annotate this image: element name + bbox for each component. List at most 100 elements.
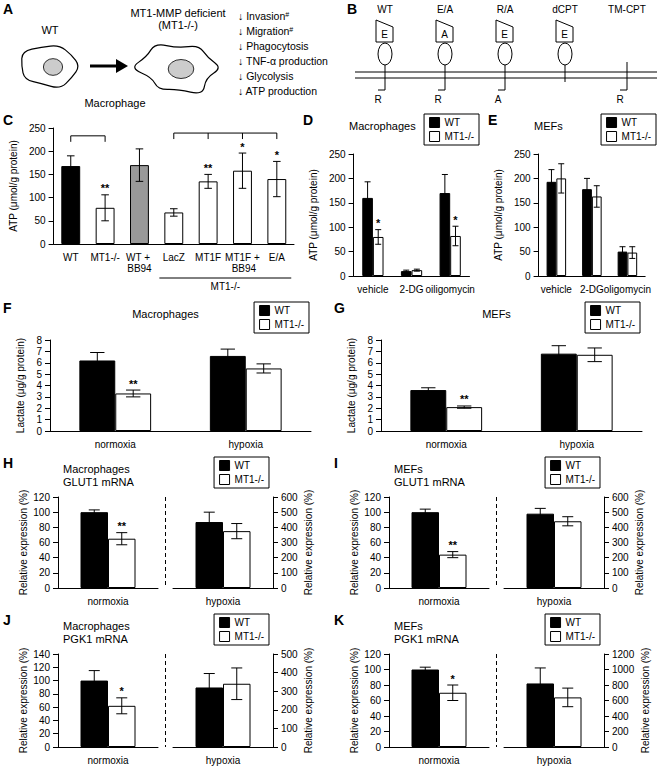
svg-text:Relative expression (%): Relative expression (%)	[303, 648, 314, 754]
svg-text:BB94: BB94	[127, 263, 152, 274]
svg-text:**: **	[129, 378, 138, 390]
svg-text:5: 5	[367, 369, 373, 380]
svg-text:WT: WT	[606, 305, 622, 316]
svg-text:40: 40	[370, 552, 382, 563]
svg-text:250: 250	[514, 149, 531, 160]
svg-text:↓ Phagocytosis: ↓ Phagocytosis	[238, 40, 309, 52]
svg-text:60: 60	[39, 702, 51, 713]
svg-text:0: 0	[375, 742, 381, 753]
svg-text:2: 2	[36, 403, 42, 414]
svg-text:8: 8	[367, 335, 373, 346]
svg-text:↓ TNF-α production: ↓ TNF-α production	[238, 55, 328, 67]
svg-text:200: 200	[329, 173, 346, 184]
svg-text:300: 300	[281, 537, 298, 548]
svg-text:100: 100	[364, 507, 381, 518]
svg-text:400: 400	[612, 522, 629, 533]
svg-text:200: 200	[514, 173, 531, 184]
svg-text:hypoxia: hypoxia	[206, 755, 241, 766]
svg-text:R: R	[434, 94, 441, 105]
svg-text:MT1F: MT1F	[195, 252, 221, 263]
svg-text:Macrophages: Macrophages	[63, 620, 130, 632]
svg-text:MEFs: MEFs	[534, 120, 563, 132]
svg-text:4: 4	[367, 380, 373, 391]
svg-text:R: R	[616, 94, 623, 105]
svg-text:0: 0	[375, 583, 381, 594]
svg-text:E: E	[381, 29, 388, 40]
svg-text:WT: WT	[377, 4, 393, 15]
svg-text:hypoxia: hypoxia	[560, 439, 595, 450]
svg-text:MT1-/-: MT1-/-	[606, 319, 635, 330]
svg-text:100: 100	[514, 222, 531, 233]
svg-text:*: *	[275, 149, 280, 161]
svg-text:300: 300	[281, 686, 298, 697]
svg-text:0: 0	[40, 239, 46, 250]
svg-text:100: 100	[329, 222, 346, 233]
svg-text:R: R	[374, 94, 381, 105]
svg-text:LacZ: LacZ	[163, 252, 185, 263]
svg-text:100: 100	[281, 723, 298, 734]
svg-text:80: 80	[39, 522, 51, 533]
svg-text:1200: 1200	[612, 649, 635, 660]
svg-text:3: 3	[367, 391, 373, 402]
svg-text:↓ Glycolysis: ↓ Glycolysis	[238, 70, 293, 82]
svg-text:**: **	[117, 520, 126, 532]
svg-text:6: 6	[367, 357, 373, 368]
svg-text:*: *	[376, 217, 381, 229]
svg-text:vehicle: vehicle	[541, 284, 573, 295]
svg-text:PGK1 mRNA: PGK1 mRNA	[63, 633, 128, 645]
svg-text:0: 0	[281, 583, 287, 594]
svg-text:*: *	[453, 214, 458, 226]
svg-text:ATP (μmol/g protein): ATP (μmol/g protein)	[308, 169, 319, 261]
svg-text:MT1-/-: MT1-/-	[566, 474, 595, 485]
svg-text:120: 120	[364, 492, 381, 503]
svg-text:400: 400	[281, 667, 298, 678]
svg-text:normoxia: normoxia	[87, 755, 129, 766]
svg-text:E: E	[561, 29, 568, 40]
svg-text:1000: 1000	[612, 664, 635, 675]
svg-text:2-DG: 2-DG	[400, 284, 424, 295]
svg-text:50: 50	[519, 246, 531, 257]
svg-text:6: 6	[36, 357, 42, 368]
svg-text:*: *	[240, 141, 245, 153]
svg-text:40: 40	[39, 552, 51, 563]
svg-text:0: 0	[612, 583, 618, 594]
svg-text:E: E	[501, 29, 508, 40]
svg-text:200: 200	[29, 146, 46, 157]
svg-text:MT1-MMP deficient: MT1-MMP deficient	[130, 7, 225, 19]
svg-text:200: 200	[612, 726, 629, 737]
svg-text:MT1-/-: MT1-/-	[275, 319, 304, 330]
svg-text:oligomycin: oligomycin	[604, 284, 651, 295]
svg-text:**: **	[101, 182, 110, 194]
svg-text:WT: WT	[235, 617, 251, 628]
svg-text:150: 150	[514, 197, 531, 208]
svg-text:normoxia: normoxia	[95, 439, 137, 450]
svg-text:400: 400	[612, 711, 629, 722]
svg-text:120: 120	[33, 662, 50, 673]
svg-text:Relative expression (%): Relative expression (%)	[18, 490, 29, 596]
svg-text:GLUT1 mRNA: GLUT1 mRNA	[63, 476, 135, 488]
svg-text:0: 0	[612, 742, 618, 753]
svg-text:**: **	[448, 539, 457, 551]
svg-text:800: 800	[612, 680, 629, 691]
svg-text:0: 0	[340, 271, 346, 282]
svg-text:120: 120	[364, 649, 381, 660]
svg-text:dCPT: dCPT	[552, 4, 578, 15]
svg-text:500: 500	[281, 507, 298, 518]
svg-text:WT: WT	[63, 252, 79, 263]
svg-text:MEFs: MEFs	[394, 620, 423, 632]
svg-text:Macrophages: Macrophages	[132, 308, 199, 320]
svg-text:20: 20	[39, 567, 51, 578]
svg-text:0: 0	[525, 271, 531, 282]
svg-text:20: 20	[370, 726, 382, 737]
svg-text:100: 100	[29, 192, 46, 203]
svg-text:2: 2	[367, 403, 373, 414]
svg-text:60: 60	[370, 695, 382, 706]
svg-text:1: 1	[36, 414, 42, 425]
svg-text:normoxia: normoxia	[87, 596, 129, 607]
svg-text:Lactate (μg/g protein): Lactate (μg/g protein)	[15, 338, 26, 433]
svg-text:500: 500	[612, 507, 629, 518]
svg-text:MT1-/-: MT1-/-	[235, 631, 264, 642]
svg-text:Relative expression (%): Relative expression (%)	[303, 490, 314, 596]
svg-text:1: 1	[367, 414, 373, 425]
svg-text:↓ Invasion#: ↓ Invasion#	[238, 10, 289, 22]
